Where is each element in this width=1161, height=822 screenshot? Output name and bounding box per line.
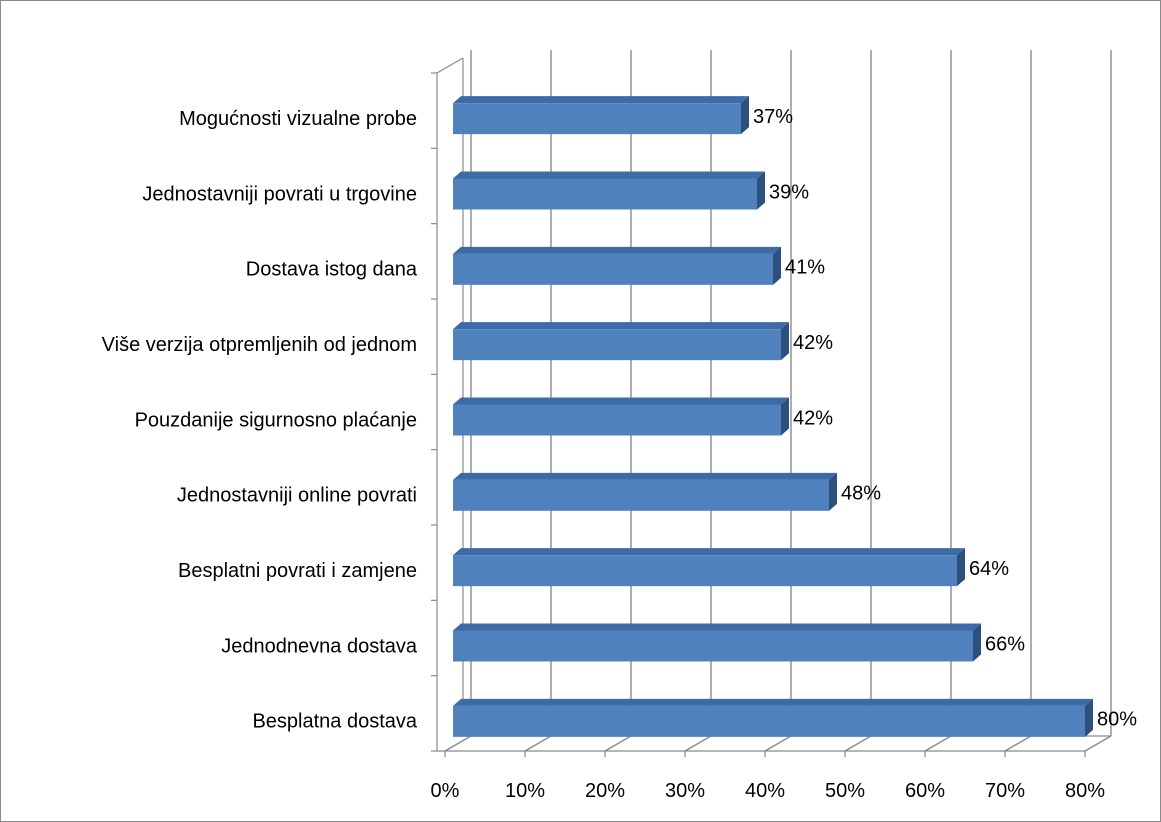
gridline-floor (684, 735, 712, 752)
bar-side-face (781, 322, 789, 361)
bar (453, 103, 741, 135)
bar-top-face (453, 548, 965, 556)
value-label: 41% (785, 257, 825, 279)
category-labels: Mogućnosti vizualne probe Jednostavniji p… (102, 108, 418, 733)
x-tick-label: 20% (585, 780, 625, 802)
category-label: Više verzija otpremljenih od jednom (102, 334, 417, 356)
bar (453, 178, 757, 210)
category-label: Jednodnevna dostava (221, 635, 418, 657)
value-label: 64% (969, 558, 1009, 580)
bar-top-face (453, 698, 1093, 706)
bar-side-face (973, 623, 981, 662)
gridline-floor (1004, 735, 1032, 752)
bars (453, 96, 1093, 737)
gridline-floor (844, 735, 872, 752)
value-label: 66% (985, 633, 1025, 655)
gridline-floor (764, 735, 792, 752)
value-label: 48% (841, 483, 881, 505)
value-label: 37% (753, 106, 793, 128)
bar-side-face (957, 548, 965, 587)
bar-side-face (1085, 698, 1093, 737)
bar (453, 555, 957, 587)
gridline-floor (604, 735, 632, 752)
gridline-floor (444, 735, 472, 752)
x-tick-label: 60% (905, 780, 945, 802)
category-label: Mogućnosti vizualne probe (179, 108, 417, 130)
x-tick-label: 70% (985, 780, 1025, 802)
bar-side-face (741, 96, 749, 135)
bar-top-face (453, 623, 981, 631)
bar-top-face (453, 171, 765, 179)
bar (453, 404, 781, 436)
value-labels: 37% 39% 41% 42% 42% 48% 64% 66% 80% (753, 106, 1137, 731)
bar-side-face (773, 246, 781, 285)
bar-top-face (453, 322, 789, 330)
x-tick-label: 10% (505, 780, 545, 802)
category-label: Jednostavniji online povrati (177, 485, 417, 507)
bar-side-face (781, 397, 789, 436)
value-label: 80% (1097, 709, 1137, 731)
category-label: Besplatni povrati i zamjene (178, 560, 417, 582)
value-label: 39% (769, 181, 809, 203)
bar-top-face (453, 96, 749, 104)
x-tick-label: 40% (745, 780, 785, 802)
x-tick-label: 50% (825, 780, 865, 802)
x-tick-label: 0% (431, 780, 460, 802)
bar-top-face (453, 246, 781, 254)
bar-top-face (453, 397, 789, 405)
value-label: 42% (793, 407, 833, 429)
bar (453, 479, 829, 511)
bar (453, 253, 773, 285)
x-axis-tick-labels: 0% 10% 20% 30% 40% 50% 60% 70% 80% (431, 780, 1106, 802)
bar-side-face (757, 171, 765, 210)
category-label: Besplatna dostava (252, 711, 417, 733)
gridlines (444, 50, 1112, 757)
gridline-floor (524, 735, 552, 752)
gridline-floor (924, 735, 952, 752)
x-tick-label: 80% (1065, 780, 1105, 802)
category-label: Dostava istog dana (246, 259, 418, 281)
bar (453, 705, 1085, 737)
x-tick-label: 30% (665, 780, 705, 802)
side-wall-top (436, 57, 464, 74)
gridline-floor (1084, 735, 1112, 752)
bar-side-face (829, 472, 837, 511)
bar (453, 630, 973, 662)
bar (453, 329, 781, 361)
category-label: Jednostavniji povrati u trgovine (142, 183, 417, 205)
category-label: Pouzdanije sigurnosno plaćanje (135, 409, 417, 431)
bar-top-face (453, 472, 837, 480)
value-label: 42% (793, 332, 833, 354)
